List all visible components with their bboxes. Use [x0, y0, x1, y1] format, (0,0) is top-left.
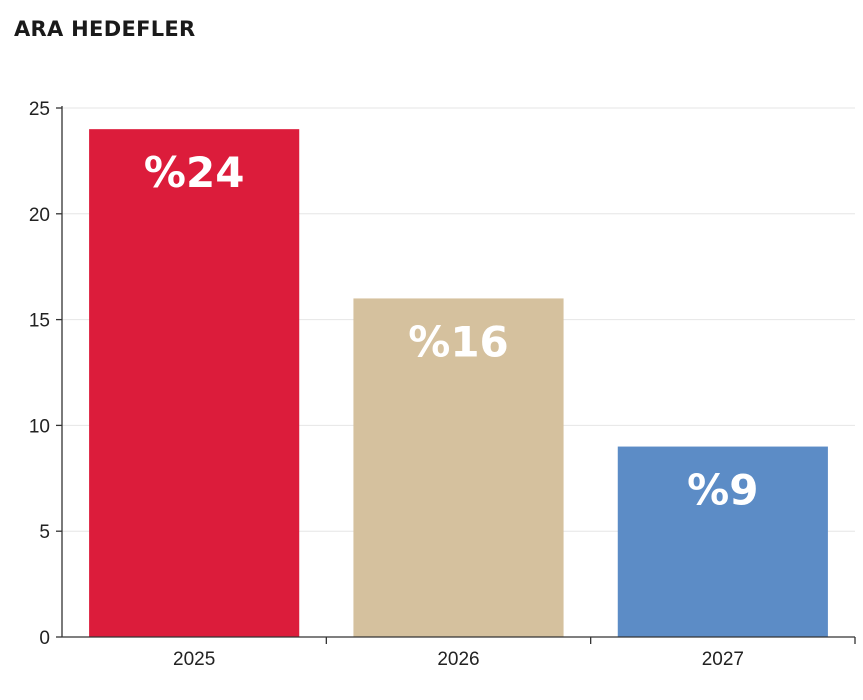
data-label-2026: %16 — [408, 317, 509, 366]
bar-2026 — [353, 298, 564, 637]
y-tick-label-0: 0 — [39, 628, 50, 649]
y-tick-label-10: 10 — [29, 416, 50, 437]
axes — [56, 106, 856, 644]
y-tick-label-5: 5 — [39, 522, 50, 543]
chart-title: ARA HEDEFLER — [14, 17, 196, 41]
bar-2027 — [617, 446, 828, 637]
bars — [89, 129, 828, 637]
data-label-2025: %24 — [144, 148, 245, 197]
x-tick-label-2027: 2027 — [702, 649, 744, 670]
data-label-2027: %9 — [687, 466, 758, 515]
bar-2025 — [89, 129, 300, 637]
y-tick-label-15: 15 — [29, 311, 50, 332]
y-tick-label-25: 25 — [29, 99, 50, 120]
x-tick-label-2026: 2026 — [437, 649, 479, 670]
y-tick-label-20: 20 — [29, 205, 50, 226]
x-tick-label-2025: 2025 — [173, 649, 215, 670]
